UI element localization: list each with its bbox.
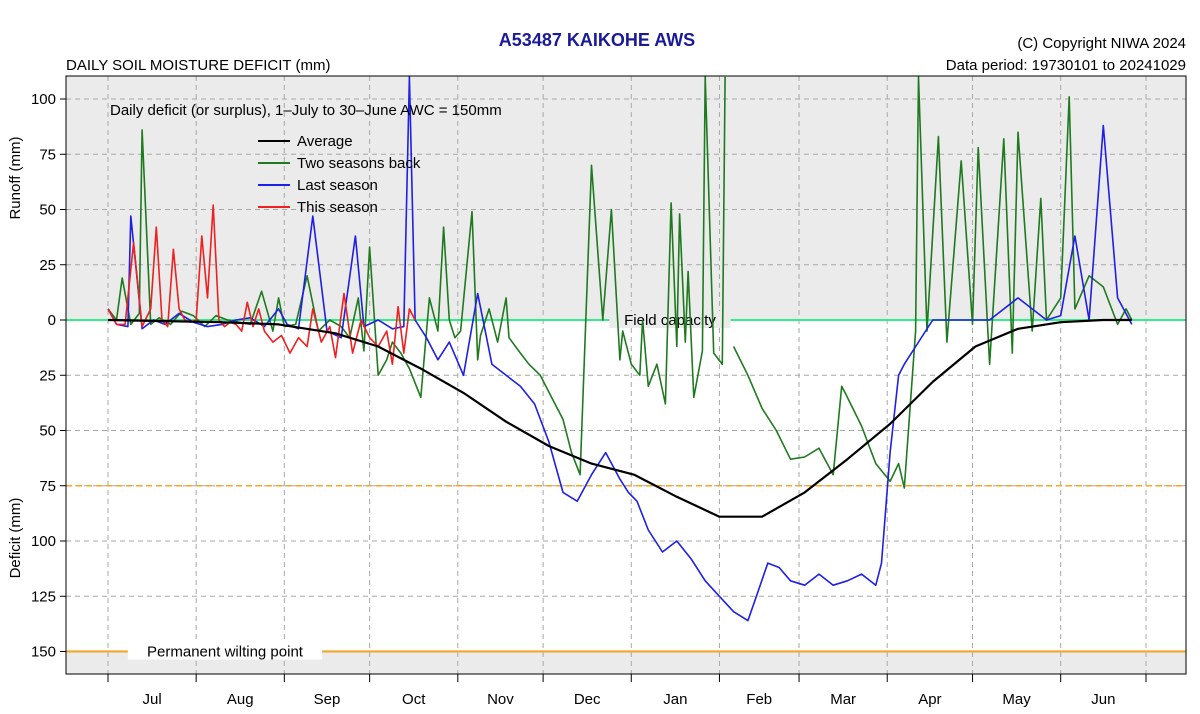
y-tick-label: 25 xyxy=(39,257,56,274)
y-tick-label: 75 xyxy=(39,146,56,163)
legend-label-this_season: This season xyxy=(297,199,378,216)
x-tick-label: Feb xyxy=(746,691,772,708)
reference-label-bg xyxy=(609,311,731,328)
y-axis-ticks: 100 75 50 25 0 25 50 75 100 125 150 xyxy=(31,91,66,661)
legend-label-last_season: Last season xyxy=(297,177,378,194)
legend-label-average: Average xyxy=(297,133,353,150)
x-tick-label: Jul xyxy=(142,691,161,708)
y-tick-label: 100 xyxy=(31,91,56,108)
y-axis-label-runoff: Runoff (mm) xyxy=(7,136,24,219)
reference-label: Field capacity xyxy=(624,312,716,329)
copyright-text: (C) Copyright NIWA 2024 xyxy=(1017,35,1186,52)
x-tick-label: Apr xyxy=(918,691,941,708)
y-tick-label: 25 xyxy=(39,367,56,384)
x-tick-label: May xyxy=(1002,691,1031,708)
reference-label: Permanent wilting point xyxy=(147,644,304,661)
data-series xyxy=(107,76,1133,622)
x-tick-label: Oct xyxy=(402,691,426,708)
series-line-average xyxy=(107,318,1132,518)
x-tick-label: Mar xyxy=(830,691,856,708)
y-tick-label: 100 xyxy=(31,533,56,550)
x-axis-ticks: Jul Aug Sep Oct Nov Dec Jan Feb Mar Apr May Jun xyxy=(107,674,1147,708)
chart-annotation: Daily deficit (or surplus), 1–July to 30… xyxy=(110,102,502,119)
x-tick-label: Nov xyxy=(487,691,514,708)
x-tick-label: Jun xyxy=(1091,691,1115,708)
y-tick-label: 50 xyxy=(39,202,56,219)
y-tick-label: 0 xyxy=(48,312,56,329)
y-tick-label: 150 xyxy=(31,644,56,661)
y-axis-label-deficit: Deficit (mm) xyxy=(7,498,24,579)
chart-title: A53487 KAIKOHE AWS xyxy=(499,30,695,50)
chart-subtitle: DAILY SOIL MOISTURE DEFICIT (mm) xyxy=(66,57,330,74)
series-line-this_season xyxy=(107,204,416,366)
x-tick-label: Jan xyxy=(663,691,687,708)
series-line-two_seasons_back xyxy=(107,76,726,476)
x-tick-label: Dec xyxy=(574,691,601,708)
y-tick-label: 125 xyxy=(31,588,56,605)
legend-label-two_seasons_back: Two seasons back xyxy=(297,155,421,172)
reference-label-bg xyxy=(127,642,323,660)
x-tick-label: Sep xyxy=(314,691,341,708)
chart-legend: Average Two seasons back Last season This s… xyxy=(258,133,421,216)
y-tick-label: 75 xyxy=(39,478,56,495)
data-period-text: Data period: 19730101 to 20241029 xyxy=(946,57,1186,74)
y-tick-label: 50 xyxy=(39,423,56,440)
x-tick-label: Aug xyxy=(227,691,254,708)
series-line-two_seasons_back xyxy=(732,76,1133,489)
